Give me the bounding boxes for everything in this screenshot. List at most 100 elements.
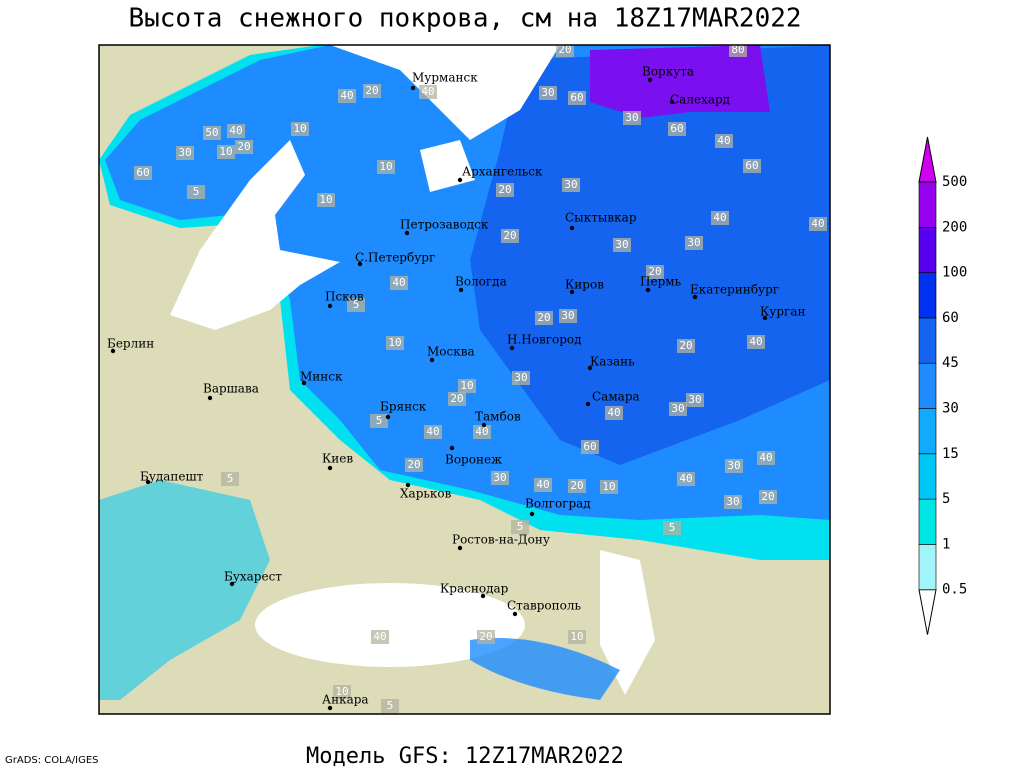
city-dot [404,230,410,236]
contour-label: 20 [479,630,492,643]
city-dot [480,593,486,599]
city-label: Казань [590,355,635,369]
contour-label: 10 [388,336,401,349]
contour-label-box [501,229,519,243]
city-dot [327,303,333,309]
contour-label: 30 [671,402,684,415]
contour-label-box [677,472,695,486]
contour-label-box [711,211,729,225]
contour-label-box [534,478,552,492]
contour-label: 40 [811,217,824,230]
contour-label: 60 [583,440,596,453]
contour-label: 5 [227,472,234,485]
colorbar-segment [918,227,937,273]
contour-label: 30 [514,371,527,384]
city-dot [327,465,333,471]
contour-label-box [221,472,239,486]
contour-label: 20 [648,265,661,278]
city-label: Самара [592,390,640,404]
contour-label-box [458,379,476,393]
city-label: Харьков [400,487,452,501]
contour-label: 30 [727,459,740,472]
city-dot [481,422,487,428]
city-label: Москва [427,345,475,359]
contour-label-box [371,630,389,644]
city-dot [405,482,411,488]
contour-label-box [381,699,399,713]
city-dot [512,611,518,617]
city-dot [229,581,235,587]
city-dot [647,77,653,83]
contour-label: 40 [713,211,726,224]
city-dot [569,225,575,231]
contour-label-box [539,86,557,100]
contour-label-box [669,402,687,416]
footer: Модель GFS: 12Z17MAR2022 [306,744,624,768]
contour-label: 20 [498,183,511,196]
contour-label-box [725,459,743,473]
contour-label: 30 [561,309,574,322]
contour-label: 5 [193,185,200,198]
credit: GrADS: COLA/IGES [5,755,99,766]
city-dot [449,445,455,451]
city-dot [569,289,575,295]
city-label: Салехард [670,93,730,107]
contour-label-box [581,440,599,454]
baltic-sea [170,140,340,330]
contour-label-box [685,236,703,250]
colorbar-label: 100 [942,265,967,281]
contour-label-box [227,124,245,138]
contour-label-box [686,393,704,407]
contour-label: 30 [688,393,701,406]
contour-label-box [511,520,529,534]
contour-label: 50 [205,126,218,139]
city-dot [587,365,593,371]
city-dot [110,348,116,354]
contour-label: 40 [607,406,620,419]
snow-deepest [590,45,770,118]
city-dot [692,294,698,300]
city-label: Тамбов [475,410,521,424]
colorbar-label: 5 [942,491,950,507]
contour-label-box [715,134,733,148]
snow-balkans [99,480,270,700]
contour-label-box [757,451,775,465]
contour-label: 80 [731,43,744,56]
contour-label: 40 [536,478,549,491]
city-label: Ростов-на-Дону [452,533,550,547]
contour-label: 10 [460,379,473,392]
contour-label-box [390,276,408,290]
contour-label-box [568,630,586,644]
city-dot [207,395,213,401]
colorbar-label: 1 [942,536,950,552]
contour-label: 60 [745,159,758,172]
city-dot [669,99,675,105]
contour-label: 30 [687,236,700,249]
colorbar-label: 15 [942,446,959,462]
contour-label: 60 [570,91,583,104]
contour-label-box [724,495,742,509]
city-dot [410,85,416,91]
colorbar-label: 60 [942,310,959,326]
contour-label-box [217,145,235,159]
contour-label-box [568,479,586,493]
contour-label: 20 [237,140,250,153]
contour-label-box [562,178,580,192]
contour-label-box [317,193,335,207]
contour-label: 20 [365,84,378,97]
contour-label: 5 [517,520,524,533]
contour-label: 20 [537,311,550,324]
city-label: Екатеринбург [690,283,779,297]
contour-label-box [568,91,586,105]
snow-deep [470,45,830,465]
contour-label: 10 [319,193,332,206]
city-dot [457,545,463,551]
city-label: Сыктывкар [565,211,637,225]
barents-sea [330,45,560,140]
contour-label-box [747,335,765,349]
city-dot [145,479,151,485]
colorbar-label: 45 [942,355,959,371]
contour-label-box [473,425,491,439]
